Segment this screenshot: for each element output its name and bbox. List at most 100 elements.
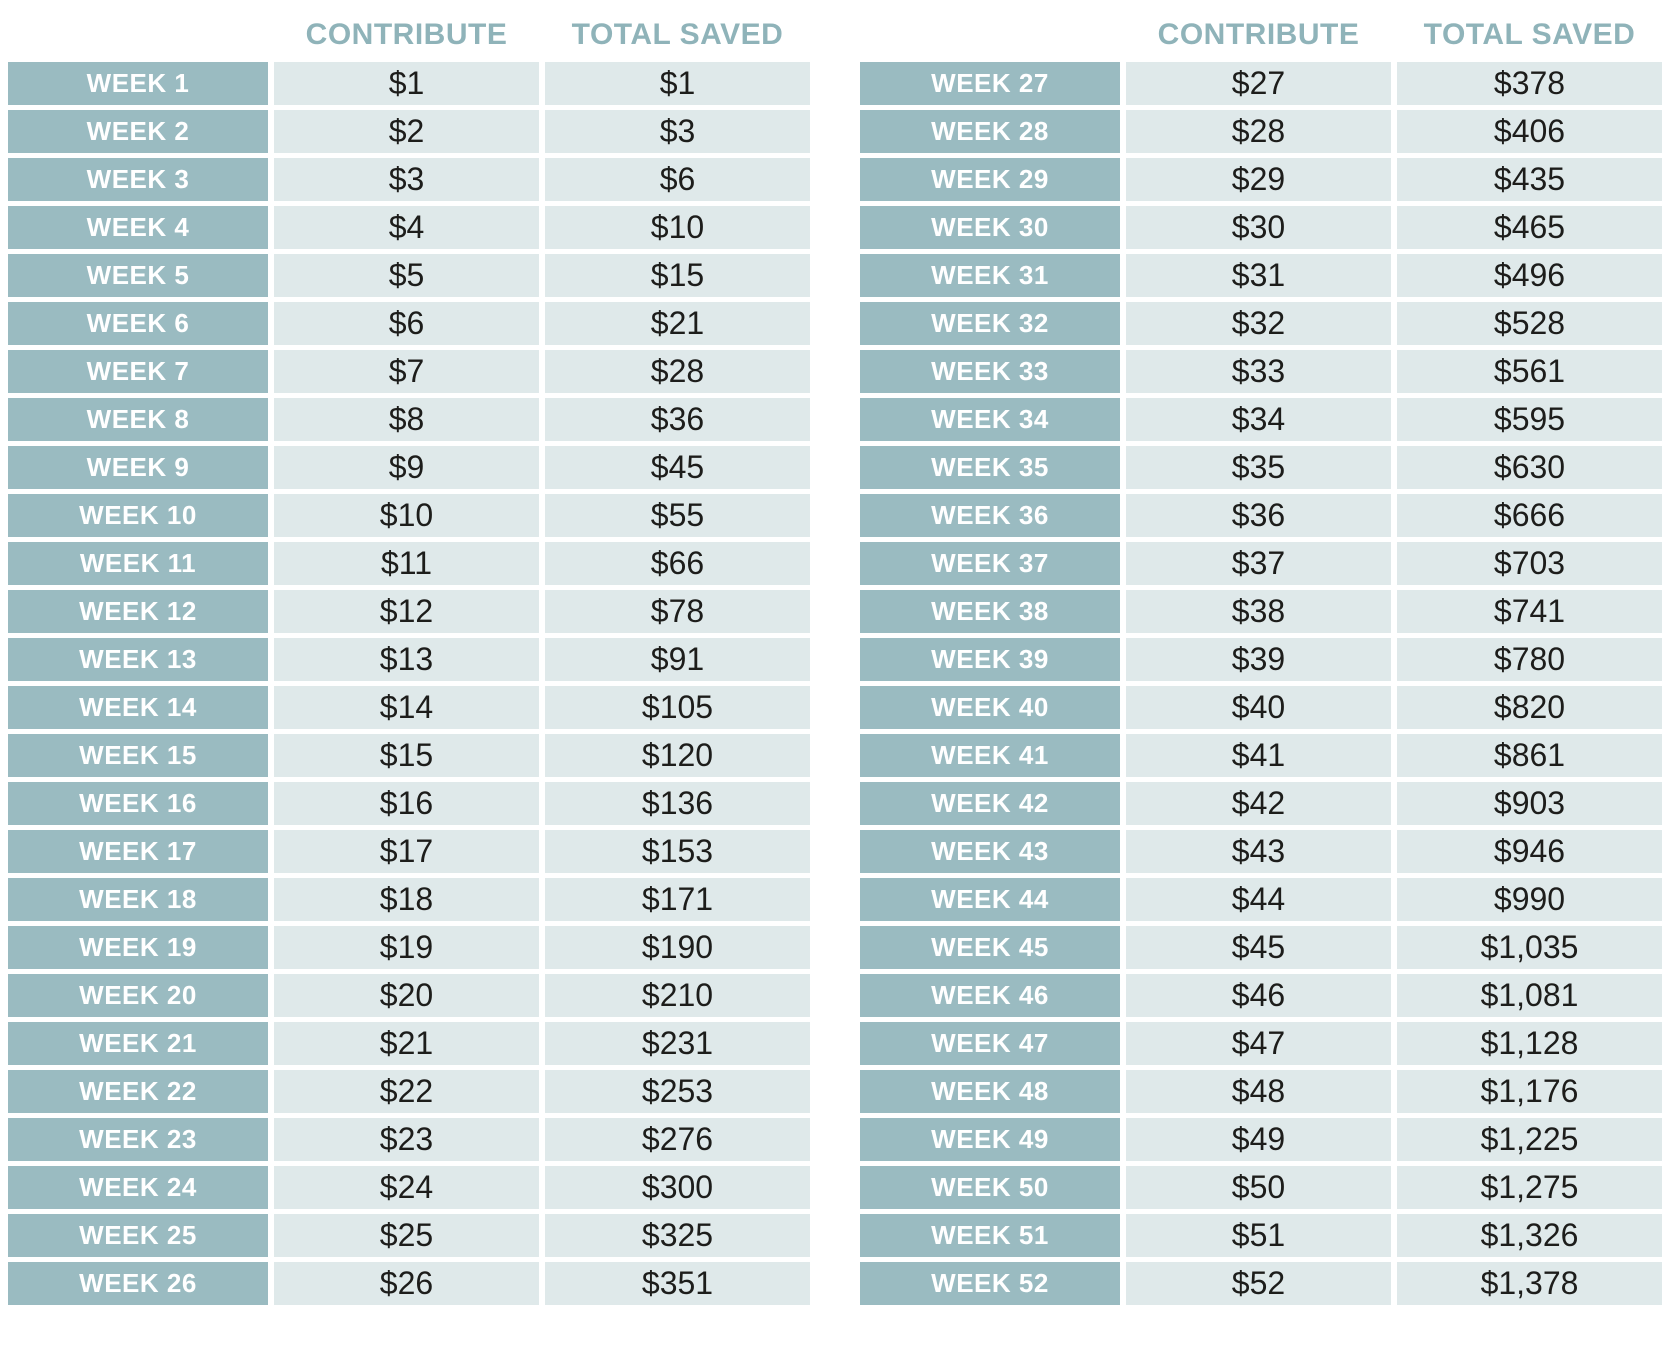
table-row: WEEK 1 $1 $1 — [8, 62, 810, 105]
week-label: WEEK 20 — [8, 974, 268, 1017]
week-label: WEEK 1 — [8, 62, 268, 105]
week-label: WEEK 24 — [8, 1166, 268, 1209]
contribute-value: $6 — [274, 302, 539, 345]
contribute-value: $15 — [274, 734, 539, 777]
week-label: WEEK 39 — [860, 638, 1120, 681]
total-saved-value: $1,081 — [1397, 974, 1662, 1017]
table-row: WEEK 41 $41 $861 — [860, 734, 1662, 777]
week-label: WEEK 45 — [860, 926, 1120, 969]
contribute-value: $45 — [1126, 926, 1391, 969]
total-saved-value: $210 — [545, 974, 810, 1017]
total-saved-value: $253 — [545, 1070, 810, 1113]
week-label: WEEK 8 — [8, 398, 268, 441]
contribute-value: $18 — [274, 878, 539, 921]
contribute-value: $17 — [274, 830, 539, 873]
contribute-value: $46 — [1126, 974, 1391, 1017]
contribute-value: $38 — [1126, 590, 1391, 633]
total-saved-value: $1,275 — [1397, 1166, 1662, 1209]
contribute-value: $42 — [1126, 782, 1391, 825]
contribute-value: $11 — [274, 542, 539, 585]
table-row: WEEK 29 $29 $435 — [860, 158, 1662, 201]
week-label: WEEK 49 — [860, 1118, 1120, 1161]
week-label: WEEK 41 — [860, 734, 1120, 777]
table-header-row: CONTRIBUTE TOTAL SAVED — [8, 14, 810, 56]
total-saved-value: $10 — [545, 206, 810, 249]
week-label: WEEK 47 — [860, 1022, 1120, 1065]
table-row: WEEK 20 $20 $210 — [8, 974, 810, 1017]
week-label: WEEK 33 — [860, 350, 1120, 393]
week-label: WEEK 36 — [860, 494, 1120, 537]
table-row: WEEK 24 $24 $300 — [8, 1166, 810, 1209]
table-row: WEEK 8 $8 $36 — [8, 398, 810, 441]
week-label: WEEK 26 — [8, 1262, 268, 1305]
contribute-value: $25 — [274, 1214, 539, 1257]
total-saved-value: $45 — [545, 446, 810, 489]
table-row: WEEK 42 $42 $903 — [860, 782, 1662, 825]
table-row: WEEK 28 $28 $406 — [860, 110, 1662, 153]
total-saved-value: $903 — [1397, 782, 1662, 825]
contribute-value: $37 — [1126, 542, 1391, 585]
total-saved-value: $990 — [1397, 878, 1662, 921]
contribute-value: $14 — [274, 686, 539, 729]
table-row: WEEK 17 $17 $153 — [8, 830, 810, 873]
total-saved-value: $1,035 — [1397, 926, 1662, 969]
table-row: WEEK 27 $27 $378 — [860, 62, 1662, 105]
contribute-value: $8 — [274, 398, 539, 441]
total-saved-value: $1,378 — [1397, 1262, 1662, 1305]
contribute-value: $21 — [274, 1022, 539, 1065]
table-row: WEEK 34 $34 $595 — [860, 398, 1662, 441]
table-row: WEEK 38 $38 $741 — [860, 590, 1662, 633]
week-label: WEEK 5 — [8, 254, 268, 297]
week-label: WEEK 10 — [8, 494, 268, 537]
total-saved-value: $1 — [545, 62, 810, 105]
contribute-column-header: CONTRIBUTE — [305, 18, 508, 51]
week-label: WEEK 51 — [860, 1214, 1120, 1257]
week-label: WEEK 9 — [8, 446, 268, 489]
total-saved-value: $1,128 — [1397, 1022, 1662, 1065]
total-saved-value: $136 — [545, 782, 810, 825]
table-row: WEEK 52 $52 $1,378 — [860, 1262, 1662, 1305]
contribute-value: $43 — [1126, 830, 1391, 873]
total-saved-value: $66 — [545, 542, 810, 585]
table-row: WEEK 6 $6 $21 — [8, 302, 810, 345]
table-row: WEEK 35 $35 $630 — [860, 446, 1662, 489]
contribute-value: $33 — [1126, 350, 1391, 393]
week-label: WEEK 13 — [8, 638, 268, 681]
week-label: WEEK 12 — [8, 590, 268, 633]
week-label: WEEK 27 — [860, 62, 1120, 105]
total-saved-value: $15 — [545, 254, 810, 297]
table-row: WEEK 25 $25 $325 — [8, 1214, 810, 1257]
week-label: WEEK 6 — [8, 302, 268, 345]
table-header-row: CONTRIBUTE TOTAL SAVED — [860, 14, 1662, 56]
week-label: WEEK 32 — [860, 302, 1120, 345]
table-row: WEEK 31 $31 $496 — [860, 254, 1662, 297]
total-saved-value: $28 — [545, 350, 810, 393]
total-saved-value: $378 — [1397, 62, 1662, 105]
total-saved-value: $1,176 — [1397, 1070, 1662, 1113]
contribute-value: $24 — [274, 1166, 539, 1209]
table-row: WEEK 10 $10 $55 — [8, 494, 810, 537]
table-row: WEEK 39 $39 $780 — [860, 638, 1662, 681]
contribute-value: $22 — [274, 1070, 539, 1113]
total-saved-value: $300 — [545, 1166, 810, 1209]
week-label: WEEK 25 — [8, 1214, 268, 1257]
table-row: WEEK 51 $51 $1,326 — [860, 1214, 1662, 1257]
table-row: WEEK 5 $5 $15 — [8, 254, 810, 297]
week-label: WEEK 7 — [8, 350, 268, 393]
contribute-value: $47 — [1126, 1022, 1391, 1065]
contribute-value: $51 — [1126, 1214, 1391, 1257]
week-label: WEEK 18 — [8, 878, 268, 921]
total-saved-value: $435 — [1397, 158, 1662, 201]
total-saved-value: $21 — [545, 302, 810, 345]
total-saved-value: $276 — [545, 1118, 810, 1161]
contribute-value: $19 — [274, 926, 539, 969]
total-saved-value: $496 — [1397, 254, 1662, 297]
savings-table-weeks-1-26: CONTRIBUTE TOTAL SAVED WEEK 1 $1 $1 WEEK 2 $… — [8, 14, 810, 1354]
week-label: WEEK 2 — [8, 110, 268, 153]
week-label: WEEK 15 — [8, 734, 268, 777]
contribute-value: $29 — [1126, 158, 1391, 201]
contribute-value: $36 — [1126, 494, 1391, 537]
week-label: WEEK 21 — [8, 1022, 268, 1065]
table-row: WEEK 30 $30 $465 — [860, 206, 1662, 249]
contribute-value: $27 — [1126, 62, 1391, 105]
